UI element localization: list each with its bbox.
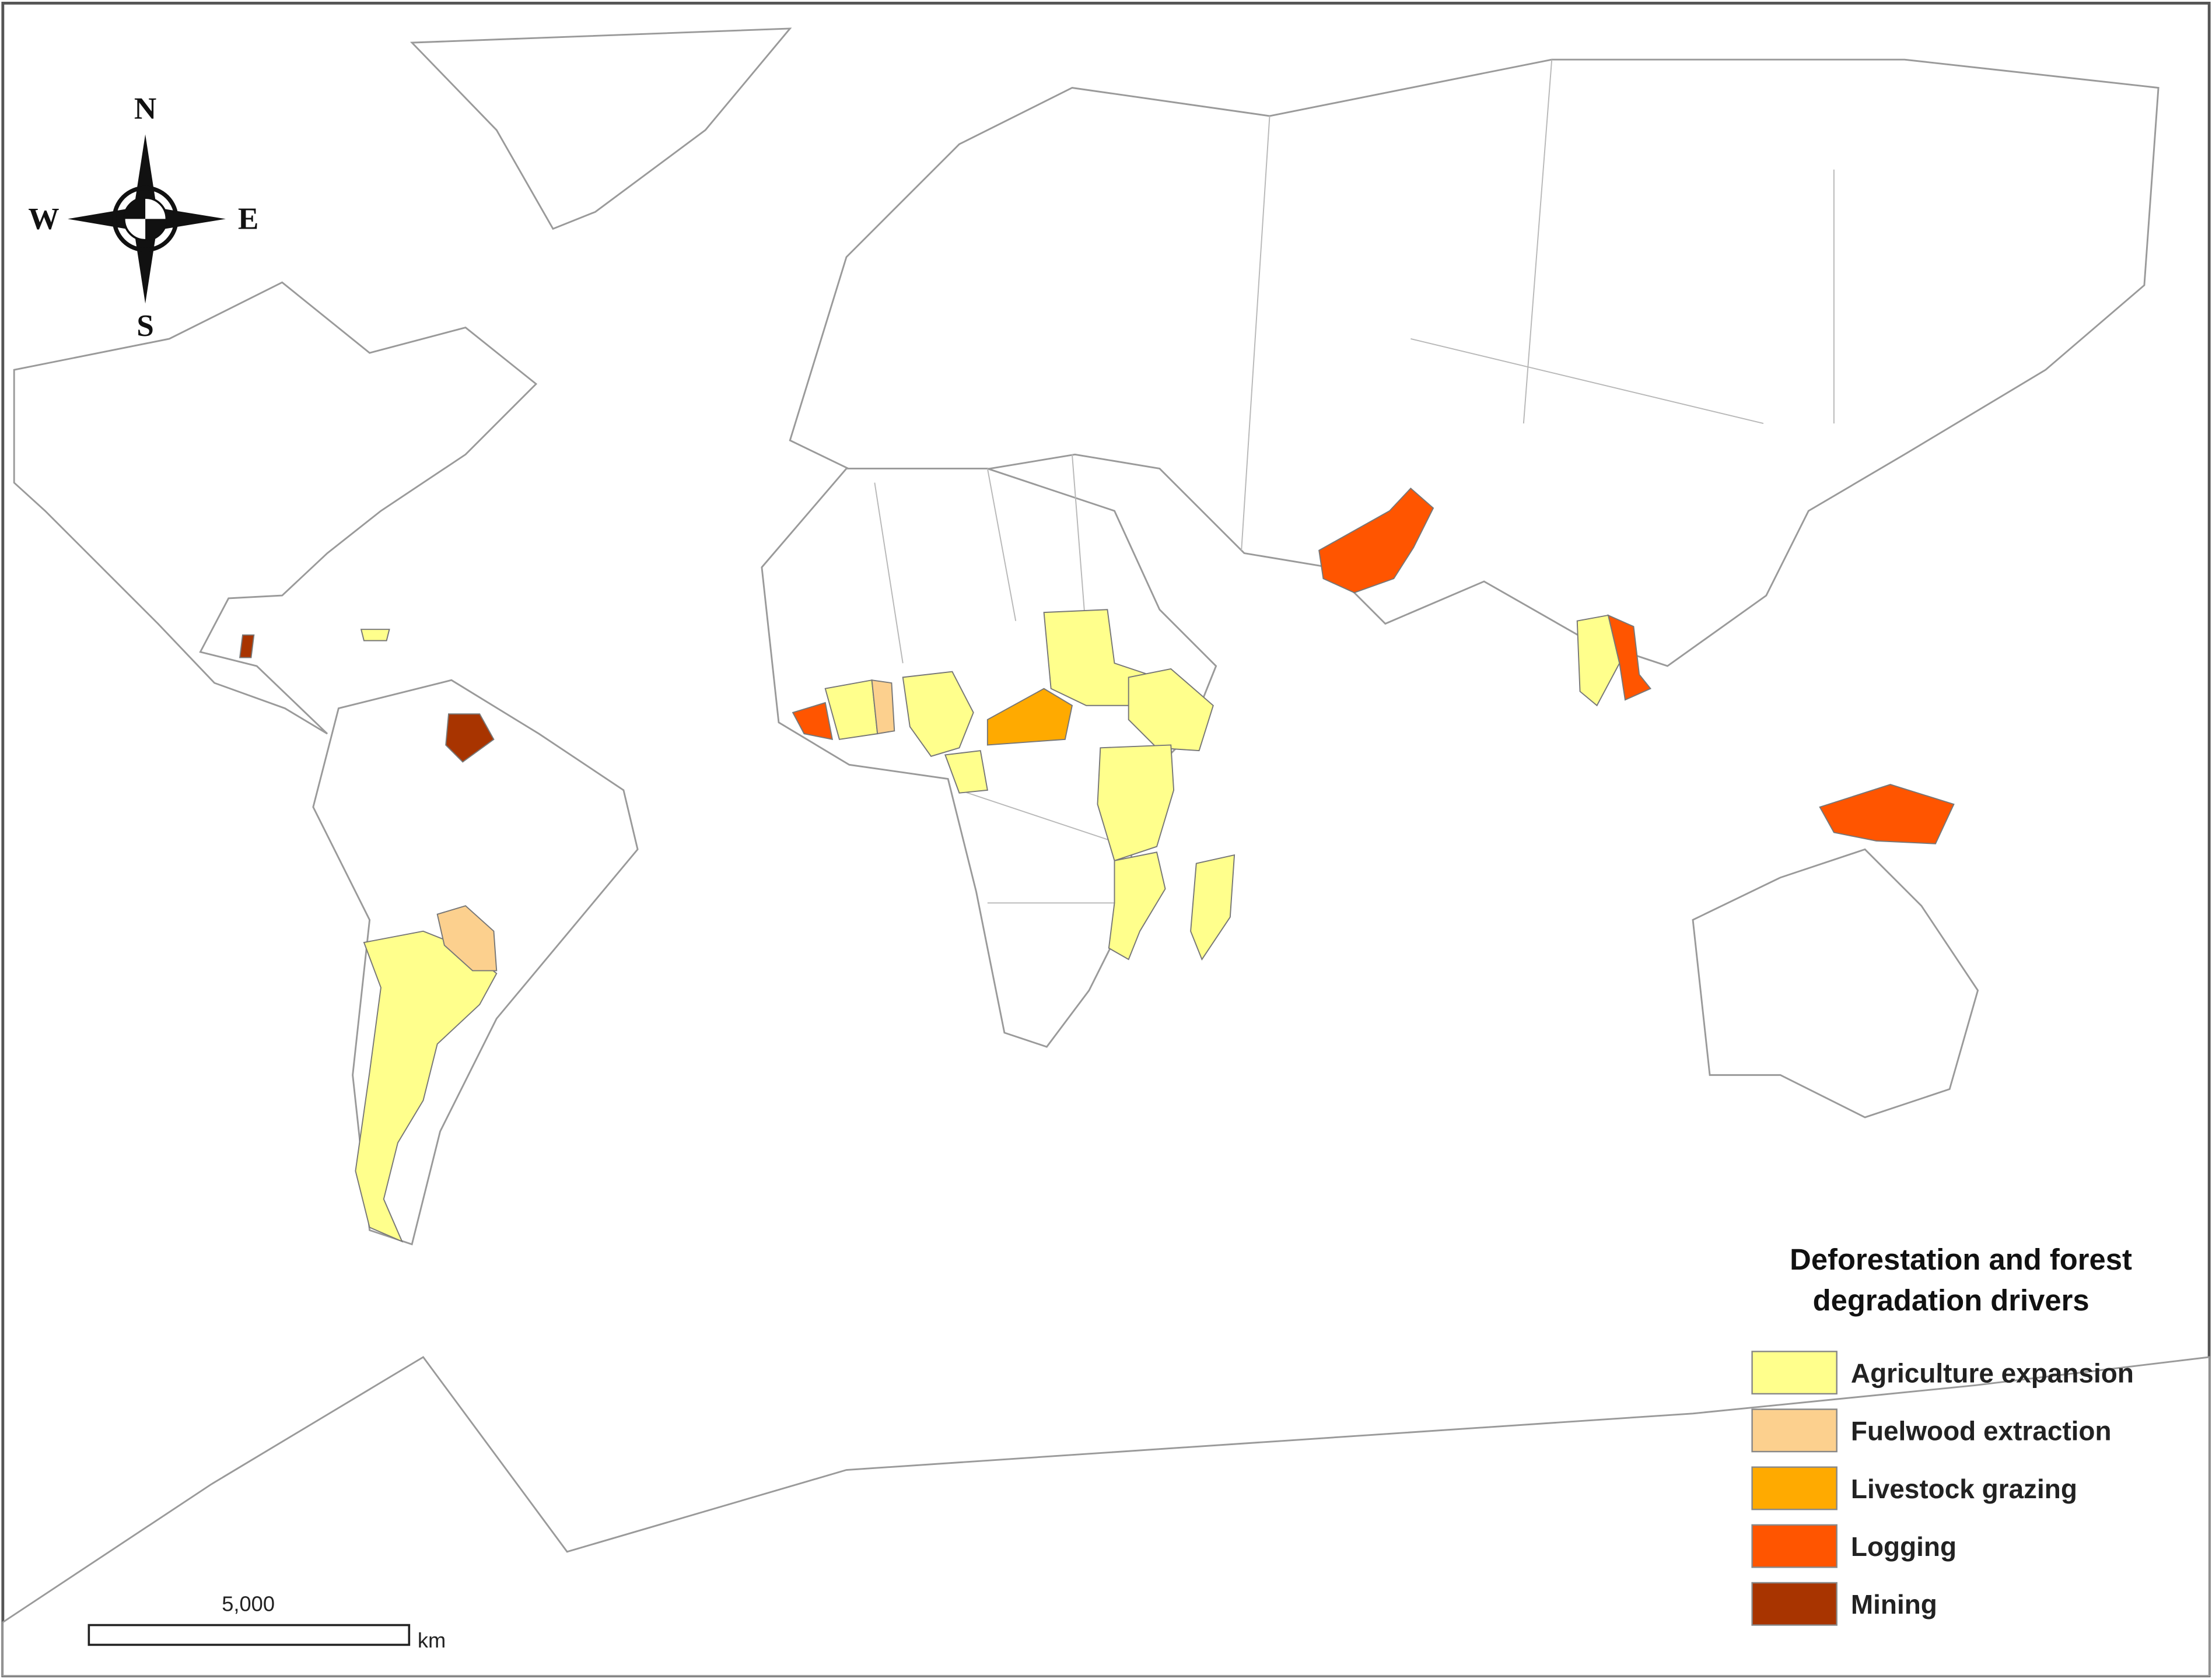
scale-unit: km [418, 1628, 446, 1652]
country-borders [874, 59, 1835, 904]
legend-label: Logging [1851, 1531, 1957, 1562]
country-area [1097, 744, 1175, 862]
legend-swatch [1751, 1582, 1838, 1626]
country-area [792, 702, 834, 741]
country-area [239, 634, 255, 658]
highlighted-countries [239, 487, 1955, 1243]
legend-label: Fuelwood extraction [1851, 1416, 2112, 1446]
greenland [410, 27, 792, 230]
country-area [436, 905, 498, 972]
compass-north: N [134, 92, 156, 126]
compass-south: S [136, 309, 154, 343]
compass-east: E [238, 201, 258, 236]
country-area [1128, 668, 1214, 752]
legend-label: Livestock grazing [1851, 1474, 2077, 1504]
legend-title: degradation drivers [1813, 1284, 2090, 1317]
legend-title: Deforestation and forest [1790, 1243, 2132, 1276]
australia [1692, 848, 1979, 1119]
country-area [1576, 614, 1620, 707]
eurasia [789, 58, 2160, 667]
country-area [986, 688, 1073, 746]
legend-swatch [1751, 1408, 1838, 1453]
legend: Deforestation and forest degradation dri… [1751, 1243, 2134, 1626]
legend-label: Mining [1851, 1589, 1937, 1620]
legend-swatch [1751, 1351, 1838, 1395]
country-area [360, 629, 390, 642]
country-area [1607, 614, 1652, 701]
antarctica [2, 1356, 2210, 1677]
north-america [13, 281, 538, 735]
country-area [902, 671, 974, 757]
country-area [1819, 784, 1955, 844]
country-area [871, 679, 895, 735]
legend-label: Agriculture expansion [1851, 1358, 2134, 1389]
legend-swatch [1751, 1466, 1838, 1510]
compass: N S E W [28, 92, 258, 343]
scale-label: 5,000 [222, 1592, 275, 1615]
country-area [944, 750, 988, 794]
country-area [1108, 851, 1166, 961]
country-area [1190, 854, 1236, 961]
compass-west: W [28, 201, 59, 236]
country-area [445, 713, 495, 763]
scale-bar: 5,000 km [88, 1592, 446, 1652]
country-area [1318, 487, 1434, 594]
legend-swatch [1751, 1524, 1838, 1568]
